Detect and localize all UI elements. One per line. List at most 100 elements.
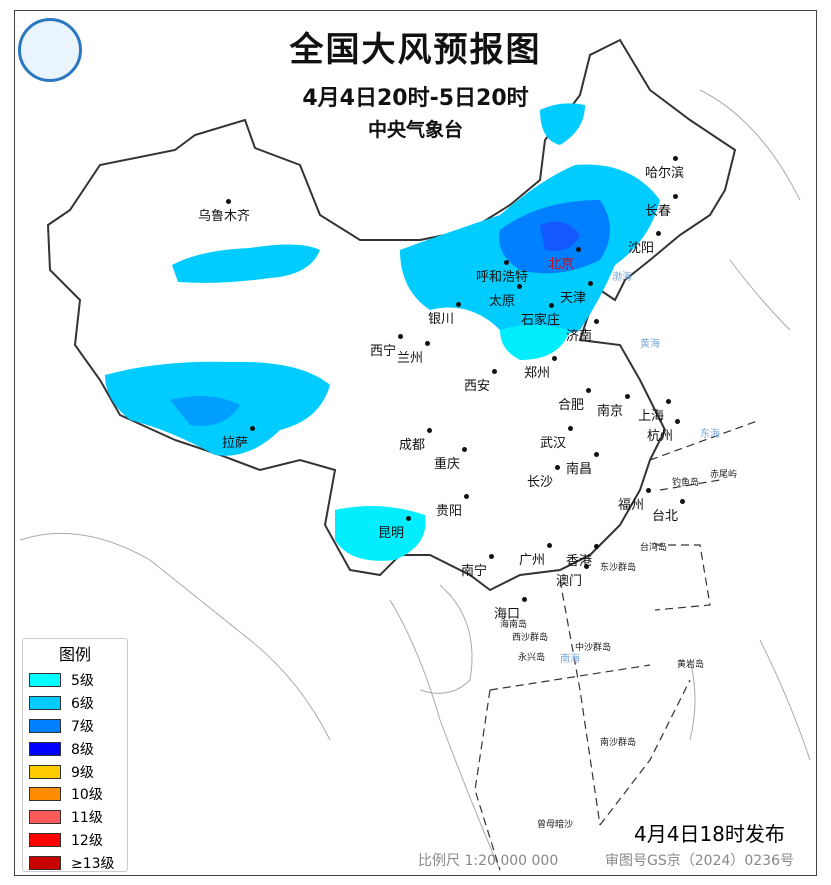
- city-label: 武汉: [540, 436, 567, 451]
- city-label: 西安: [464, 379, 491, 394]
- city-label: 兰州: [397, 351, 424, 366]
- wind-area-level6-xinjiang: [172, 244, 320, 283]
- city-label: 昆明: [378, 526, 405, 541]
- approval-number: 审图号GS京（2024）0236号: [605, 853, 794, 869]
- sea-label: 东海: [700, 429, 720, 440]
- city-dot: [549, 303, 554, 308]
- legend-item: 7级: [23, 715, 127, 738]
- city-dot: [552, 356, 557, 361]
- legend-item: 12级: [23, 829, 127, 852]
- city-dot: [489, 554, 494, 559]
- city-label: 贵阳: [436, 504, 463, 519]
- city-label: 呼和浩特: [476, 270, 529, 285]
- legend-item: 9级: [23, 760, 127, 783]
- city-label: 太原: [489, 294, 516, 309]
- city-dot: [427, 428, 432, 433]
- city-label: 长沙: [527, 475, 554, 490]
- city-dot: [568, 426, 573, 431]
- city-dot: [555, 465, 560, 470]
- legend-label: 6级: [71, 696, 94, 713]
- city-dot: [406, 516, 411, 521]
- legend-item: 11级: [23, 806, 127, 829]
- legend-item: 5级: [23, 669, 127, 692]
- wind-area-level6-northeast: [540, 103, 585, 145]
- sea-label: 渤海: [612, 272, 632, 283]
- city-label: 广州: [519, 553, 546, 568]
- legend-label: 9级: [71, 764, 94, 781]
- city-dot: [680, 499, 685, 504]
- city-label: 南宁: [461, 564, 488, 579]
- city-label: 成都: [399, 438, 426, 453]
- issuing-agency: 中央气象台: [367, 119, 463, 141]
- city-label: 天津: [560, 291, 587, 306]
- island-label: 赤尾屿: [710, 470, 738, 480]
- city-label: 福州: [618, 498, 645, 513]
- city-dot: [226, 199, 231, 204]
- city-label: 南京: [597, 404, 624, 419]
- city-dot: [462, 447, 467, 452]
- city-label: 拉萨: [222, 436, 249, 451]
- city-label: 沈阳: [628, 241, 655, 256]
- island-label: 海南岛: [500, 620, 528, 630]
- city-dot: [675, 419, 680, 424]
- city-dot: [673, 194, 678, 199]
- sea-label: 黄海: [640, 339, 660, 350]
- legend-label: 8级: [71, 741, 94, 758]
- city-label: 郑州: [524, 366, 551, 381]
- legend-item: 6级: [23, 692, 127, 715]
- city-dot: [584, 564, 589, 569]
- island-label: 南沙群岛: [600, 738, 637, 748]
- city-dot: [594, 544, 599, 549]
- legend-label: ≥13级: [71, 855, 115, 872]
- city-dot: [586, 388, 591, 393]
- legend-label: 10级: [71, 787, 103, 804]
- legend-swatch: [29, 741, 61, 756]
- legend-title: 图例: [58, 645, 91, 664]
- city-dot: [625, 394, 630, 399]
- city-dot: [666, 399, 671, 404]
- wind-area-level8-north: [540, 221, 580, 251]
- wind-areas: [105, 103, 660, 561]
- issue-time: 4月4日18时发布: [634, 822, 785, 846]
- legend-item: 10级: [23, 783, 127, 806]
- city-label: 哈尔滨: [645, 166, 685, 181]
- city-dot: [594, 452, 599, 457]
- city-dot: [588, 281, 593, 286]
- city-dot: [646, 488, 651, 493]
- maritime-boundaries: [474, 419, 761, 871]
- city-dot: [504, 260, 509, 265]
- legend-swatch: [29, 787, 61, 802]
- city-label: 长春: [645, 204, 672, 219]
- city-label: 济南: [566, 329, 593, 344]
- city-label: 西宁: [370, 344, 397, 359]
- island-label: 台湾岛: [640, 543, 668, 553]
- city-dot: [594, 319, 599, 324]
- island-label: 中沙群岛: [575, 643, 612, 653]
- wind-area-level7-tibet: [170, 396, 240, 426]
- city-label: 银川: [428, 312, 455, 327]
- city-label: 杭州: [647, 429, 674, 444]
- wind-area-level5-yunnan: [335, 506, 426, 561]
- city-dot: [425, 341, 430, 346]
- island-label: 永兴岛: [518, 653, 546, 663]
- city-dot: [673, 156, 678, 161]
- legend-item: ≥13级: [23, 851, 127, 874]
- map-scale: 比例尺 1:20 000 000: [418, 853, 559, 869]
- legend-swatch: [29, 832, 61, 847]
- wind-area-level5-central: [500, 325, 570, 360]
- map-title: 全国大风预报图: [289, 30, 542, 70]
- legend-swatch: [29, 810, 61, 825]
- legend-label: 7级: [71, 718, 94, 735]
- city-dot: [398, 334, 403, 339]
- city-dot: [492, 369, 497, 374]
- city-label: 石家庄: [521, 313, 561, 328]
- island-label: 钓鱼岛: [672, 478, 700, 488]
- island-label: 黄岩岛: [677, 660, 705, 670]
- legend: 图例 5级 6级 7级 8级 9级 10级 11级 12级 ≥13级: [22, 638, 128, 872]
- city-dot: [656, 231, 661, 236]
- city-label: 海口: [494, 607, 521, 622]
- city-dot: [250, 426, 255, 431]
- sea-label: 南海: [560, 654, 580, 665]
- city-dot: [517, 284, 522, 289]
